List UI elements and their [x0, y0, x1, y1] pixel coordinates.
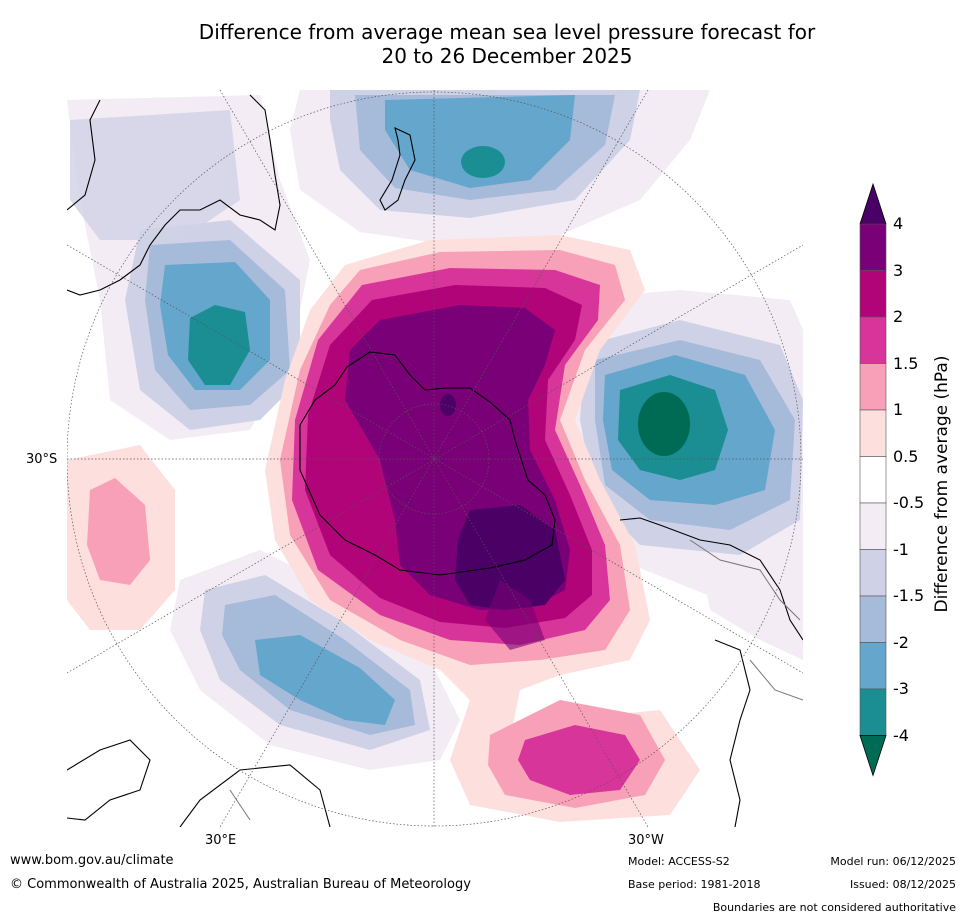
colorbar-tick-label: -0.5 [893, 493, 925, 512]
colorbar-band [859, 642, 887, 690]
positive-anomaly-west [67, 445, 175, 630]
colorbar-tick-label: -2 [893, 632, 909, 652]
colorbar-band [859, 409, 887, 457]
colorbar-tick-label: -1 [893, 539, 909, 559]
colorbar-band [859, 688, 887, 736]
negative-anomaly-north [290, 90, 710, 245]
negative-anomaly-west [67, 95, 310, 440]
negative-anomaly-southwest [170, 550, 460, 770]
colorbar [859, 182, 887, 777]
colorbar-band [859, 363, 887, 411]
footer-model-run: Model run: 06/12/2025 [830, 855, 956, 868]
title-line-1: Difference from average mean sea level p… [198, 20, 816, 44]
colorbar-tick-label: 2 [893, 307, 904, 326]
lon-label-30w: 30°W [628, 833, 664, 848]
colorbar-title: Difference from average (hPa) [932, 355, 952, 613]
positive-anomaly-south [488, 700, 665, 808]
coastlines [67, 94, 803, 827]
colorbar-tick-label: -3 [893, 679, 909, 698]
colorbar-band [859, 270, 887, 318]
colorbar-tick-label: 1.5 [893, 353, 919, 373]
lat-label-30s: 30°S [26, 452, 58, 467]
footer-disclaimer: Boundaries are not considered authoritat… [712, 901, 956, 914]
colorbar-tick-label: 4 [893, 214, 904, 233]
colorbar-tick-label: -4 [893, 725, 909, 745]
graticule [67, 90, 803, 827]
colorbar-arrow-top [859, 182, 887, 225]
colorbar-tick-label: 0.5 [893, 446, 919, 466]
colorbar-tick-label: 1 [893, 400, 904, 419]
light-region-southeast [700, 550, 803, 660]
colorbar-band [859, 316, 887, 364]
footer-issued: Issued: 08/12/2025 [849, 878, 956, 891]
colorbar-band [859, 456, 887, 504]
footer-model: Model: ACCESS-S2 [628, 855, 730, 868]
title-line-2: 20 to 26 December 2025 [381, 44, 633, 68]
inland-boundaries [229, 539, 803, 821]
lon-label-30e: 30°E [205, 833, 237, 848]
map-area [67, 90, 803, 827]
colorbar-tick-label: 3 [893, 260, 904, 280]
map-title: Difference from average mean sea level p… [0, 20, 965, 68]
footer-base-period: Base period: 1981-2018 [628, 878, 761, 891]
colorbar-band [859, 549, 887, 597]
colorbar-band [859, 502, 887, 550]
colorbar-arrow-bottom [859, 735, 887, 777]
colorbar-tick-label: -1.5 [893, 586, 925, 605]
footer-copyright: © Commonwealth of Australia 2025, Austra… [10, 877, 471, 892]
colorbar-band [859, 595, 887, 643]
colorbar-band [859, 223, 887, 271]
footer-website: www.bom.gov.au/climate [10, 853, 174, 868]
